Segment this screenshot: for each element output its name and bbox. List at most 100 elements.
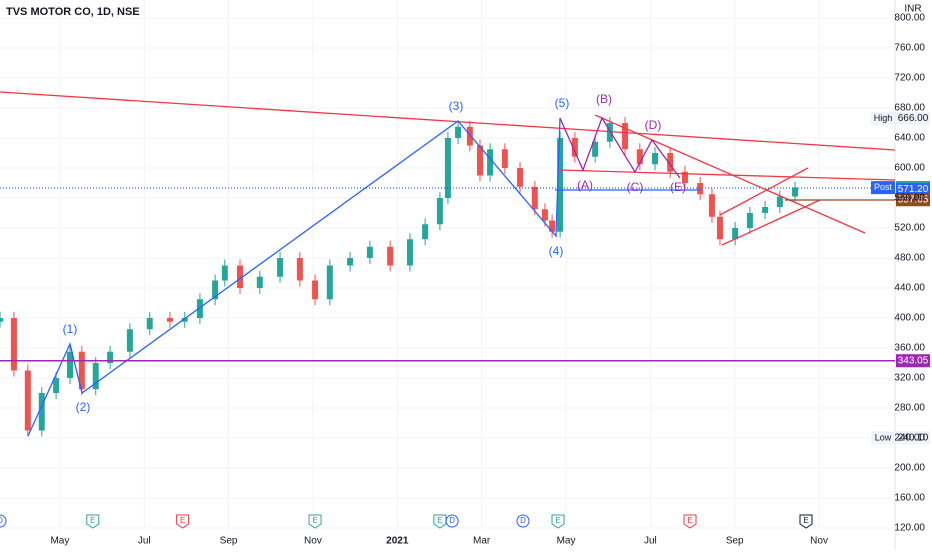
candle-body <box>466 126 473 146</box>
event-label: D <box>520 516 526 525</box>
candle-body <box>571 138 578 157</box>
candle-body <box>78 351 85 390</box>
candle-body <box>53 378 60 393</box>
event-label: D <box>449 516 455 525</box>
event-marker <box>551 514 565 529</box>
y-tick-label: 360.00 <box>894 343 925 354</box>
y-tick-label: 400.00 <box>894 313 925 324</box>
y-tick-label: 320.00 <box>894 373 925 384</box>
wave-label: (B) <box>596 92 612 106</box>
price-label: 343.05 <box>898 355 929 366</box>
candle-body <box>422 224 429 240</box>
x-tick-label: May <box>557 536 576 547</box>
wave-label: (4) <box>549 244 564 258</box>
y-tick-label: 720.00 <box>894 73 925 84</box>
event-label: E <box>312 516 317 525</box>
drawings <box>0 91 896 437</box>
candle-body <box>557 138 564 232</box>
event-marker <box>308 514 322 529</box>
y-tick-label: 200.00 <box>894 463 925 474</box>
candle-body <box>326 265 333 300</box>
candle-body <box>549 220 556 232</box>
wave-label: (3) <box>449 99 464 113</box>
candle-body <box>166 318 173 322</box>
price-tag-box <box>871 112 895 125</box>
candle-body <box>746 213 753 228</box>
candle-body <box>38 393 45 431</box>
candle-body <box>181 318 188 322</box>
candle-body <box>667 153 674 172</box>
candle-body <box>312 280 319 300</box>
trendline <box>0 91 896 151</box>
candle-body <box>531 186 538 210</box>
chart-title: TVS MOTOR CO, 1D, NSE <box>6 6 140 18</box>
candle-body <box>708 194 715 217</box>
wave-label: (2) <box>76 400 91 414</box>
candle-body <box>296 258 303 281</box>
event-marker <box>799 514 813 529</box>
candle-body <box>501 149 508 168</box>
price-tag-box <box>871 431 895 445</box>
wave-label: (C) <box>627 180 644 194</box>
candle-body <box>762 207 769 213</box>
event-marker <box>683 514 697 529</box>
y-tick-label: 520.00 <box>894 223 925 234</box>
event-label: E <box>687 516 692 525</box>
price-label: 571.20 <box>898 184 929 195</box>
event-label: E <box>803 516 808 525</box>
candle-body <box>10 318 17 371</box>
wave-label: (5) <box>555 96 570 110</box>
candle-body <box>716 216 723 240</box>
event-label: E <box>555 516 560 525</box>
x-tick-label: May <box>50 536 69 547</box>
candle-body <box>652 153 659 165</box>
candle-body <box>776 196 783 207</box>
candle-body <box>146 318 153 330</box>
price-label-box <box>896 112 930 125</box>
currency: INR <box>904 4 921 15</box>
y-tick-label: 280.00 <box>894 403 925 414</box>
x-tick-label: Sep <box>220 536 238 547</box>
price-label: 557.65 <box>898 194 929 205</box>
wave-label: (A) <box>577 178 593 192</box>
x-tick-label: Mar <box>473 536 491 547</box>
candle-body <box>212 280 219 300</box>
y-tick-label: 680.00 <box>894 103 925 114</box>
event-label: E <box>437 516 442 525</box>
price-label-box <box>896 354 930 368</box>
trendline <box>594 114 866 234</box>
event-marker <box>445 514 459 528</box>
trendline <box>721 199 821 246</box>
event-label: E <box>180 516 185 525</box>
trendline <box>559 169 896 181</box>
candle-body <box>67 351 74 378</box>
wave-label: (E) <box>670 180 686 194</box>
trendline <box>719 167 809 216</box>
candle-body <box>126 329 133 352</box>
event-label: E <box>90 516 95 525</box>
candle-body <box>347 258 354 266</box>
candle-body <box>387 246 394 266</box>
event-marker <box>0 514 7 528</box>
x-tick-label: Sep <box>726 536 744 547</box>
x-tick-label: Nov <box>304 536 322 547</box>
candle-body <box>476 145 483 176</box>
candle-body <box>221 265 228 281</box>
candle-body <box>436 198 443 225</box>
candle-body <box>406 239 413 266</box>
candle-body <box>792 187 799 197</box>
price-label-box <box>896 183 930 197</box>
candle-body <box>541 209 548 221</box>
event-label: D <box>0 516 3 525</box>
candle-body <box>517 168 524 187</box>
candle-body <box>444 138 451 198</box>
event-marker <box>86 514 100 529</box>
y-tick-label: 640.00 <box>894 133 925 144</box>
candle-body <box>606 123 613 142</box>
candle-body <box>107 351 114 363</box>
candle-body <box>236 265 243 288</box>
candle-body <box>732 228 739 240</box>
correction-wave <box>559 116 681 179</box>
